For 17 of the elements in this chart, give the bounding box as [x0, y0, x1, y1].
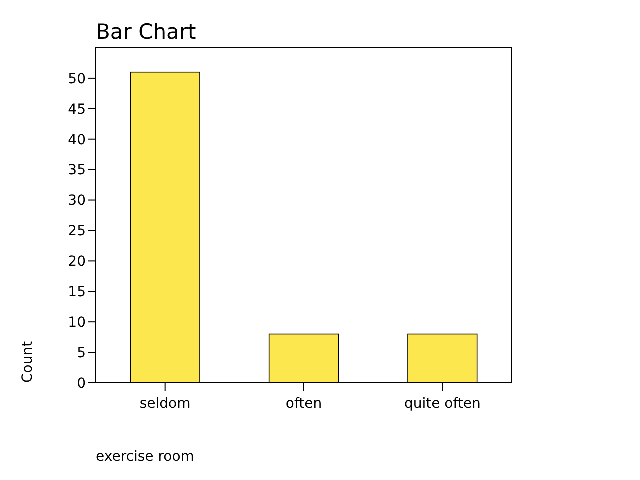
x-tick-label: often — [286, 396, 322, 412]
chart-title: Bar Chart — [96, 20, 196, 44]
y-tick-label: 20 — [68, 254, 86, 270]
y-tick-label: 15 — [68, 284, 86, 301]
y-tick-label: 35 — [68, 162, 86, 179]
y-tick-label: 5 — [77, 345, 86, 362]
x-tick-label: quite often — [404, 396, 481, 412]
y-tick-label: 40 — [68, 132, 86, 148]
y-tick-label: 10 — [68, 314, 86, 331]
y-tick-label: 50 — [68, 71, 86, 88]
x-tick-label: seldom — [140, 396, 191, 412]
y-tick-label: 45 — [68, 102, 86, 118]
y-tick-label: 0 — [77, 376, 86, 392]
y-tick-label: 30 — [68, 193, 86, 210]
x-axis-title: exercise room — [96, 449, 194, 465]
y-axis-title: Count — [20, 340, 36, 383]
y-tick-label: 25 — [68, 224, 86, 240]
